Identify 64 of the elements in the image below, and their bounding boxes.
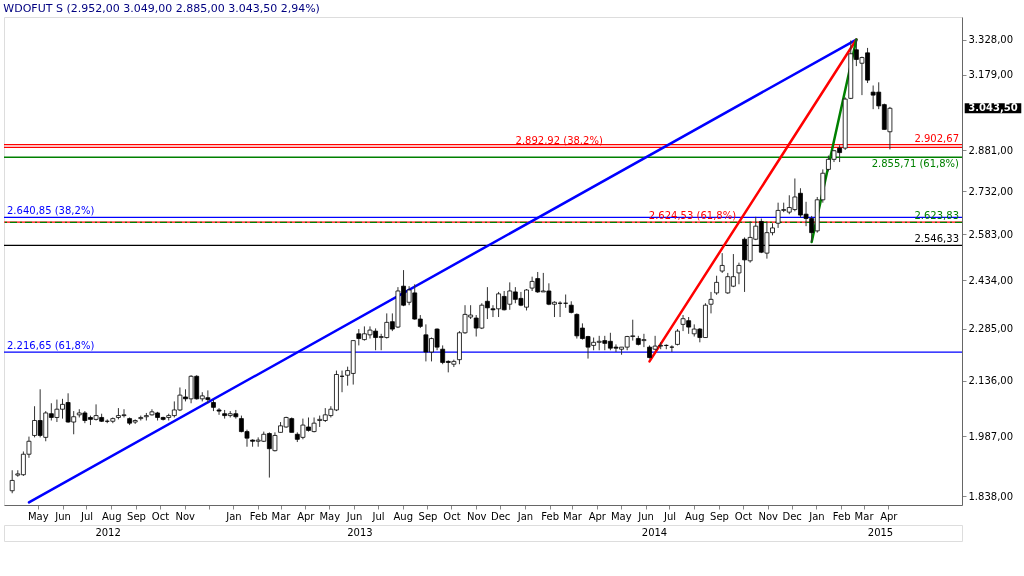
x-tick-label: Oct [151,510,170,522]
y-tick-label: 2.434,00 [968,274,1014,286]
x-tick-label: Apr [297,510,316,522]
x-tick-label: Jul [662,510,677,522]
x-tick-label: Sep [418,510,438,522]
x-tick-label: Dec [490,510,511,522]
x-tick-label: Nov [466,510,487,522]
x-tick-label: Mar [271,510,292,522]
y-tick-label: 2.583,00 [968,228,1014,240]
candlestick [9,469,15,494]
x-tick-label: Feb [832,510,851,522]
x-tick-label: Jun [637,510,654,522]
x-tick-label: Jan [808,510,825,522]
x2-tick-label: 2015 [867,527,894,538]
x2-tick-label: 2012 [95,527,121,538]
x-tick-label: Nov [175,510,196,522]
x-tick-label: Aug [101,510,122,522]
x-tick-label: Jan [225,510,242,522]
x-tick-label: Aug [393,510,413,522]
y-tick-label: 3.179,00 [968,69,1014,81]
x-tick-label: May [27,510,49,522]
text: 3.043,50 [968,102,1018,114]
x-tick-label: Mar [563,510,583,522]
chart-title: WDOFUT S (2.952,00 3.049,00 2.885,00 3.043,50 2,94%) [3,2,320,15]
x-tick-label: Aug [684,510,705,522]
candlestick [216,407,222,416]
x-tick-label: Dec [782,510,802,522]
candlestick [714,275,720,296]
ref-line-label: 2.640,85 (38,2%) [7,205,95,217]
y-tick-label: 2.732,00 [968,185,1014,197]
y-tick-label: 2.285,00 [968,323,1014,335]
ref-line-label: 2.546,33 [914,233,959,245]
x-tick-label: Sep [710,510,729,522]
ref-line-label: 2.216,65 (61,8%) [7,340,95,352]
ref-line-label: 2.902,67 [914,132,959,144]
candlestick [719,252,725,274]
x-tick-label: Mar [854,510,875,522]
y-tick-label: 1.987,00 [968,430,1014,442]
x-tick-label: Jul [79,510,94,522]
x-tick-label: Feb [541,510,560,522]
x-tick-label: Jul [371,510,385,522]
y-tick-label: 3.328,00 [968,34,1014,46]
y-tick-label: 2.881,00 [968,144,1014,156]
candlestick [708,291,714,314]
ref-line-label: 2.892,92 (38,2%) [515,135,603,147]
x-tick-label: Jun [54,510,71,522]
y-tick-label: 2.136,00 [968,375,1014,387]
x2-tick-label: 2013 [347,527,373,538]
x-tick-label: May [319,510,341,522]
ref-line-label: 2.855,71 (61,8%) [871,158,960,170]
x-tick-label: May [610,510,632,522]
x-tick-label: Nov [758,510,779,522]
candlestick [669,344,675,353]
x-tick-label: Apr [588,510,607,522]
x2-tick-label: 2014 [641,527,668,538]
x-tick-label: Jun [345,510,363,522]
x-tick-label: Oct [443,510,461,522]
x-tick-label: Apr [880,510,899,522]
candlestick [736,262,742,285]
x-tick-label: Sep [127,510,146,522]
x-tick-label: Jan [516,510,534,522]
x-tick-label: Oct [734,510,753,522]
y-tick-label: 1.838,00 [968,490,1014,502]
x-tick-label: Feb [249,510,268,522]
